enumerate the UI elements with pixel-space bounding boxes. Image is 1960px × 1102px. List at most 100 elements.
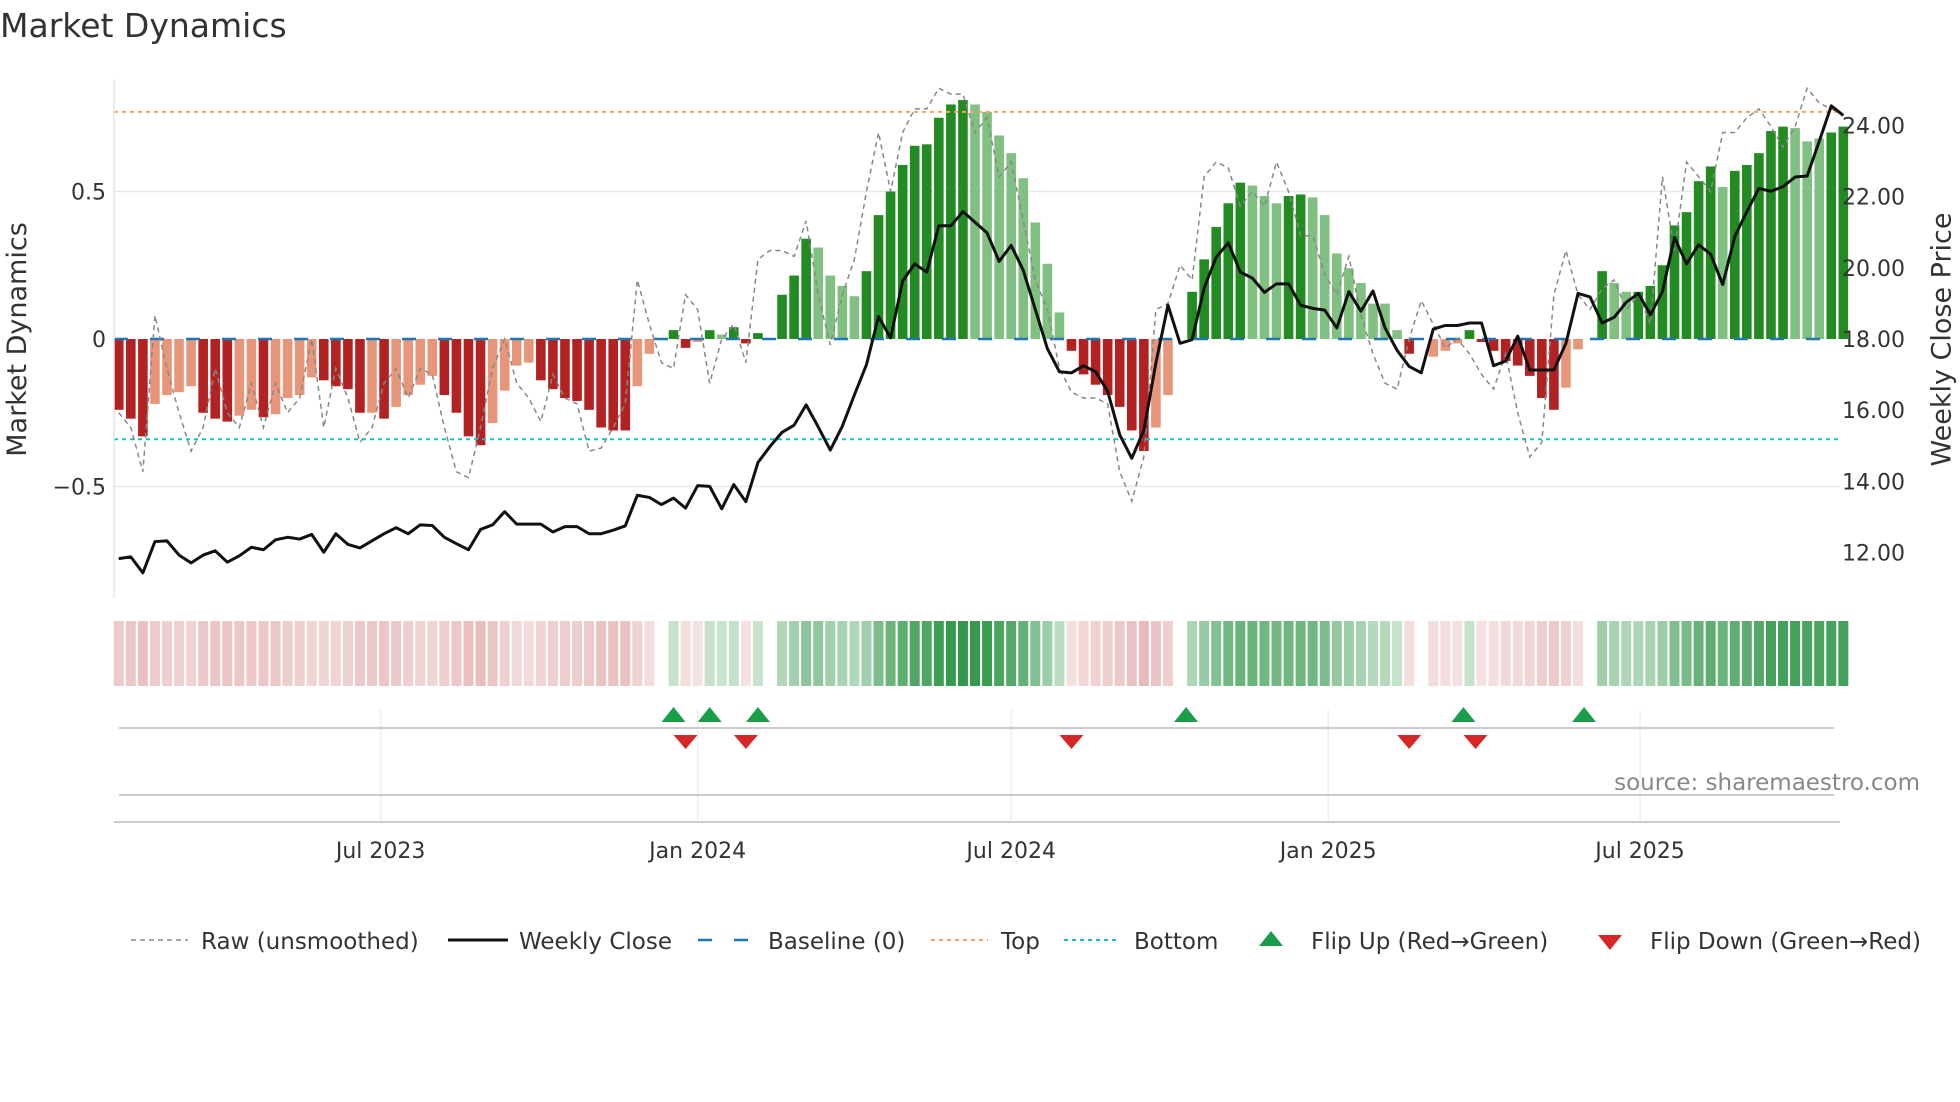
axes: 0.5 0 −0.5 24.00 22.00 20.00 18.00 16.00 14.00 12…: [53, 79, 1905, 864]
strip-cell: [1283, 621, 1294, 686]
strip-cell: [475, 621, 486, 686]
strip-cell: [1162, 621, 1173, 686]
dynamics-bar: [1693, 181, 1704, 339]
dynamics-bar: [909, 145, 920, 339]
dynamics-bar: [1657, 265, 1668, 339]
dynamics-bar: [1332, 253, 1342, 339]
strip-cell: [1042, 621, 1053, 686]
strip-cell: [1102, 621, 1113, 686]
flip-down-marker: [1059, 735, 1084, 749]
dynamics-bar: [632, 339, 643, 387]
strip-cell: [692, 621, 703, 686]
strip-cell: [1006, 621, 1017, 686]
legend-label: Flip Down (Green→Red): [1650, 929, 1921, 955]
strip-cell: [1765, 621, 1776, 686]
dynamics-bar: [1464, 330, 1475, 339]
dynamics-bar: [499, 339, 510, 391]
strip-cell: [1428, 621, 1439, 686]
x-tick-label: Jul 2025: [1593, 839, 1685, 864]
dynamics-bar: [1139, 339, 1149, 452]
y2-tick-label: 18.00: [1842, 328, 1905, 353]
dynamics-bar: [994, 135, 1004, 339]
legend-label: Flip Up (Red→Green): [1311, 929, 1549, 955]
dynamics-bar: [1066, 339, 1077, 351]
strip-cell: [270, 621, 281, 686]
strip-cell: [1331, 621, 1342, 686]
dynamics-bar: [644, 339, 655, 354]
strip-cell: [391, 621, 402, 686]
y-tick-label: −0.5: [53, 476, 106, 501]
strip-cell: [306, 621, 317, 686]
dynamics-bar: [138, 339, 148, 437]
dynamics-bar: [463, 339, 474, 437]
strip-cell: [1380, 621, 1391, 686]
dynamics-bar: [1018, 178, 1029, 339]
legend-item-raw: Raw (unsmoothed): [201, 922, 419, 962]
dynamics-bar: [921, 144, 932, 339]
strip-cell: [415, 621, 426, 686]
dynamics-bar: [222, 339, 233, 422]
y-tick-label: 0.5: [71, 181, 106, 206]
strip-cell: [1597, 621, 1608, 686]
dynamics-bar: [1681, 212, 1692, 339]
strip-cell: [1560, 621, 1571, 686]
dynamics-bar: [367, 339, 377, 413]
regime-strip: [113, 621, 1849, 686]
strip-cell: [668, 621, 679, 686]
dynamics-bar: [415, 339, 426, 385]
strip-cell: [596, 621, 607, 686]
dynamics-bar: [1283, 195, 1294, 339]
strip-cell: [1609, 621, 1620, 686]
strip-cell: [632, 621, 643, 686]
dynamics-bar: [789, 275, 799, 339]
dynamics-bar: [355, 339, 365, 413]
dynamics-bar: [1271, 203, 1282, 339]
dynamics-bar: [511, 339, 522, 366]
dynamics-bar: [113, 339, 124, 410]
dynamics-bar: [1826, 132, 1837, 339]
strip-cell: [511, 621, 522, 686]
dynamics-bar: [596, 339, 606, 428]
strip-cell: [1018, 621, 1029, 686]
strip-cell: [728, 621, 739, 686]
dynamics-bar: [1742, 164, 1752, 339]
legend-label: Top: [1001, 929, 1040, 955]
strip-cell: [1621, 621, 1632, 686]
dynamics-bar: [837, 285, 848, 339]
x-tick-label: Jul 2023: [334, 839, 426, 864]
strip-cell: [125, 621, 136, 686]
dynamics-bar: [270, 339, 281, 415]
strip-cell: [137, 621, 148, 686]
dynamics-bar: [403, 339, 413, 396]
y2-axis-title: Weekly Close Price: [1926, 211, 1958, 467]
source-label: source: sharemaestro.com: [1614, 770, 1920, 796]
dynamics-bar: [1597, 271, 1607, 339]
strip-cell: [1271, 621, 1282, 686]
x-tick-label: Jan 2024: [647, 839, 746, 864]
dynamics-bar: [1573, 339, 1583, 350]
y2-tick-label: 24.00: [1842, 114, 1905, 139]
weekly-close-line: [118, 104, 1845, 575]
dynamics-bar: [1042, 263, 1053, 339]
strip-cell: [740, 621, 751, 686]
dynamics-bar: [958, 100, 968, 339]
strip-cell: [1126, 621, 1137, 686]
strip-cell: [535, 621, 546, 686]
strip-cell: [837, 621, 848, 686]
strip-cell: [318, 621, 329, 686]
dynamics-bar: [897, 164, 908, 339]
strip-cell: [885, 621, 896, 686]
dynamics-bar: [620, 339, 631, 431]
strip-cell: [994, 621, 1005, 686]
y2-tick-label: 12.00: [1842, 542, 1905, 567]
flip-down-marker: [1397, 735, 1422, 749]
dynamics-bar: [849, 296, 860, 339]
dynamics-bar: [306, 339, 317, 378]
strip-cell: [1778, 621, 1789, 686]
dynamics-bar: [451, 339, 462, 413]
strip-cell: [620, 621, 631, 686]
strip-cell: [1355, 621, 1366, 686]
dynamics-bar: [1802, 141, 1812, 339]
dynamics-bar: [982, 111, 992, 339]
